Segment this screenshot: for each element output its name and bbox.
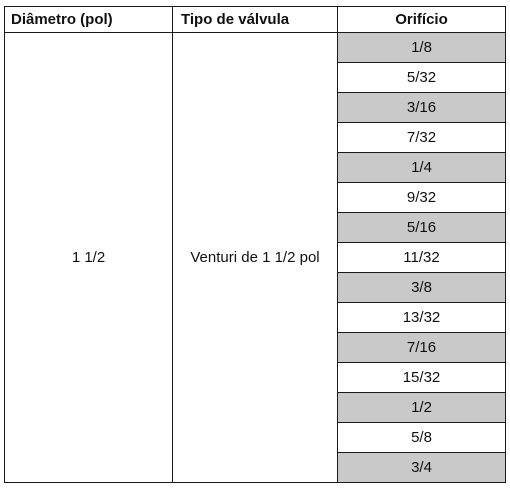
header-row: Diâmetro (pol) Tipo de válvula Orifício	[4, 6, 506, 33]
orifice-cell: 5/32	[337, 62, 506, 93]
orifice-cell: 1/4	[337, 152, 506, 183]
table-row: 3/8	[5, 272, 506, 303]
table-body: 1 1/2 Venturi de 1 1/2 pol 1/8 5/32 3/16 7/32…	[4, 32, 506, 483]
table-row: 7/16	[5, 332, 506, 363]
table-row: 13/32	[5, 302, 506, 333]
orifice-table: Diâmetro (pol) Tipo de válvula Orifício …	[4, 6, 506, 483]
orifice-cell: 7/16	[337, 332, 506, 363]
header-orifice: Orifício	[337, 6, 506, 33]
table-row: 9/32	[5, 182, 506, 213]
orifice-cell: 15/32	[337, 362, 506, 393]
header-diameter: Diâmetro (pol)	[4, 6, 173, 33]
orifice-cell: 3/8	[337, 272, 506, 303]
table-row: 3/16	[5, 92, 506, 123]
orifice-cell: 1/8	[337, 32, 506, 63]
table-row: 5/32	[5, 62, 506, 93]
table-row: 1/4	[5, 152, 506, 183]
valve-type-cell: Venturi de 1 1/2 pol	[172, 32, 338, 483]
table-row: 1 1/2 Venturi de 1 1/2 pol 1/8	[4, 32, 506, 483]
orifice-cell: 5/16	[337, 212, 506, 243]
valve-type-text: Venturi de 1 1/2 pol	[190, 248, 320, 266]
orifice-cell: 3/4	[337, 452, 506, 483]
orifice-cell: 5/8	[337, 422, 506, 453]
diameter-cell: 1 1/2	[4, 32, 173, 483]
table-row: 15/32	[5, 362, 506, 393]
orifice-cell: 13/32	[337, 302, 506, 333]
table-row: 5/16	[5, 212, 506, 243]
orifice-cell: 3/16	[337, 92, 506, 123]
table-row: 3/4	[5, 452, 506, 483]
table-row: 1/2	[5, 392, 506, 423]
orifice-cell: 11/32	[337, 242, 506, 273]
header-valve-type: Tipo de válvula	[172, 6, 338, 33]
orifice-cell: 7/32	[337, 122, 506, 153]
orifice-cell: 9/32	[337, 182, 506, 213]
orifice-cell: 1/2	[337, 392, 506, 423]
table-row: 7/32	[5, 122, 506, 153]
